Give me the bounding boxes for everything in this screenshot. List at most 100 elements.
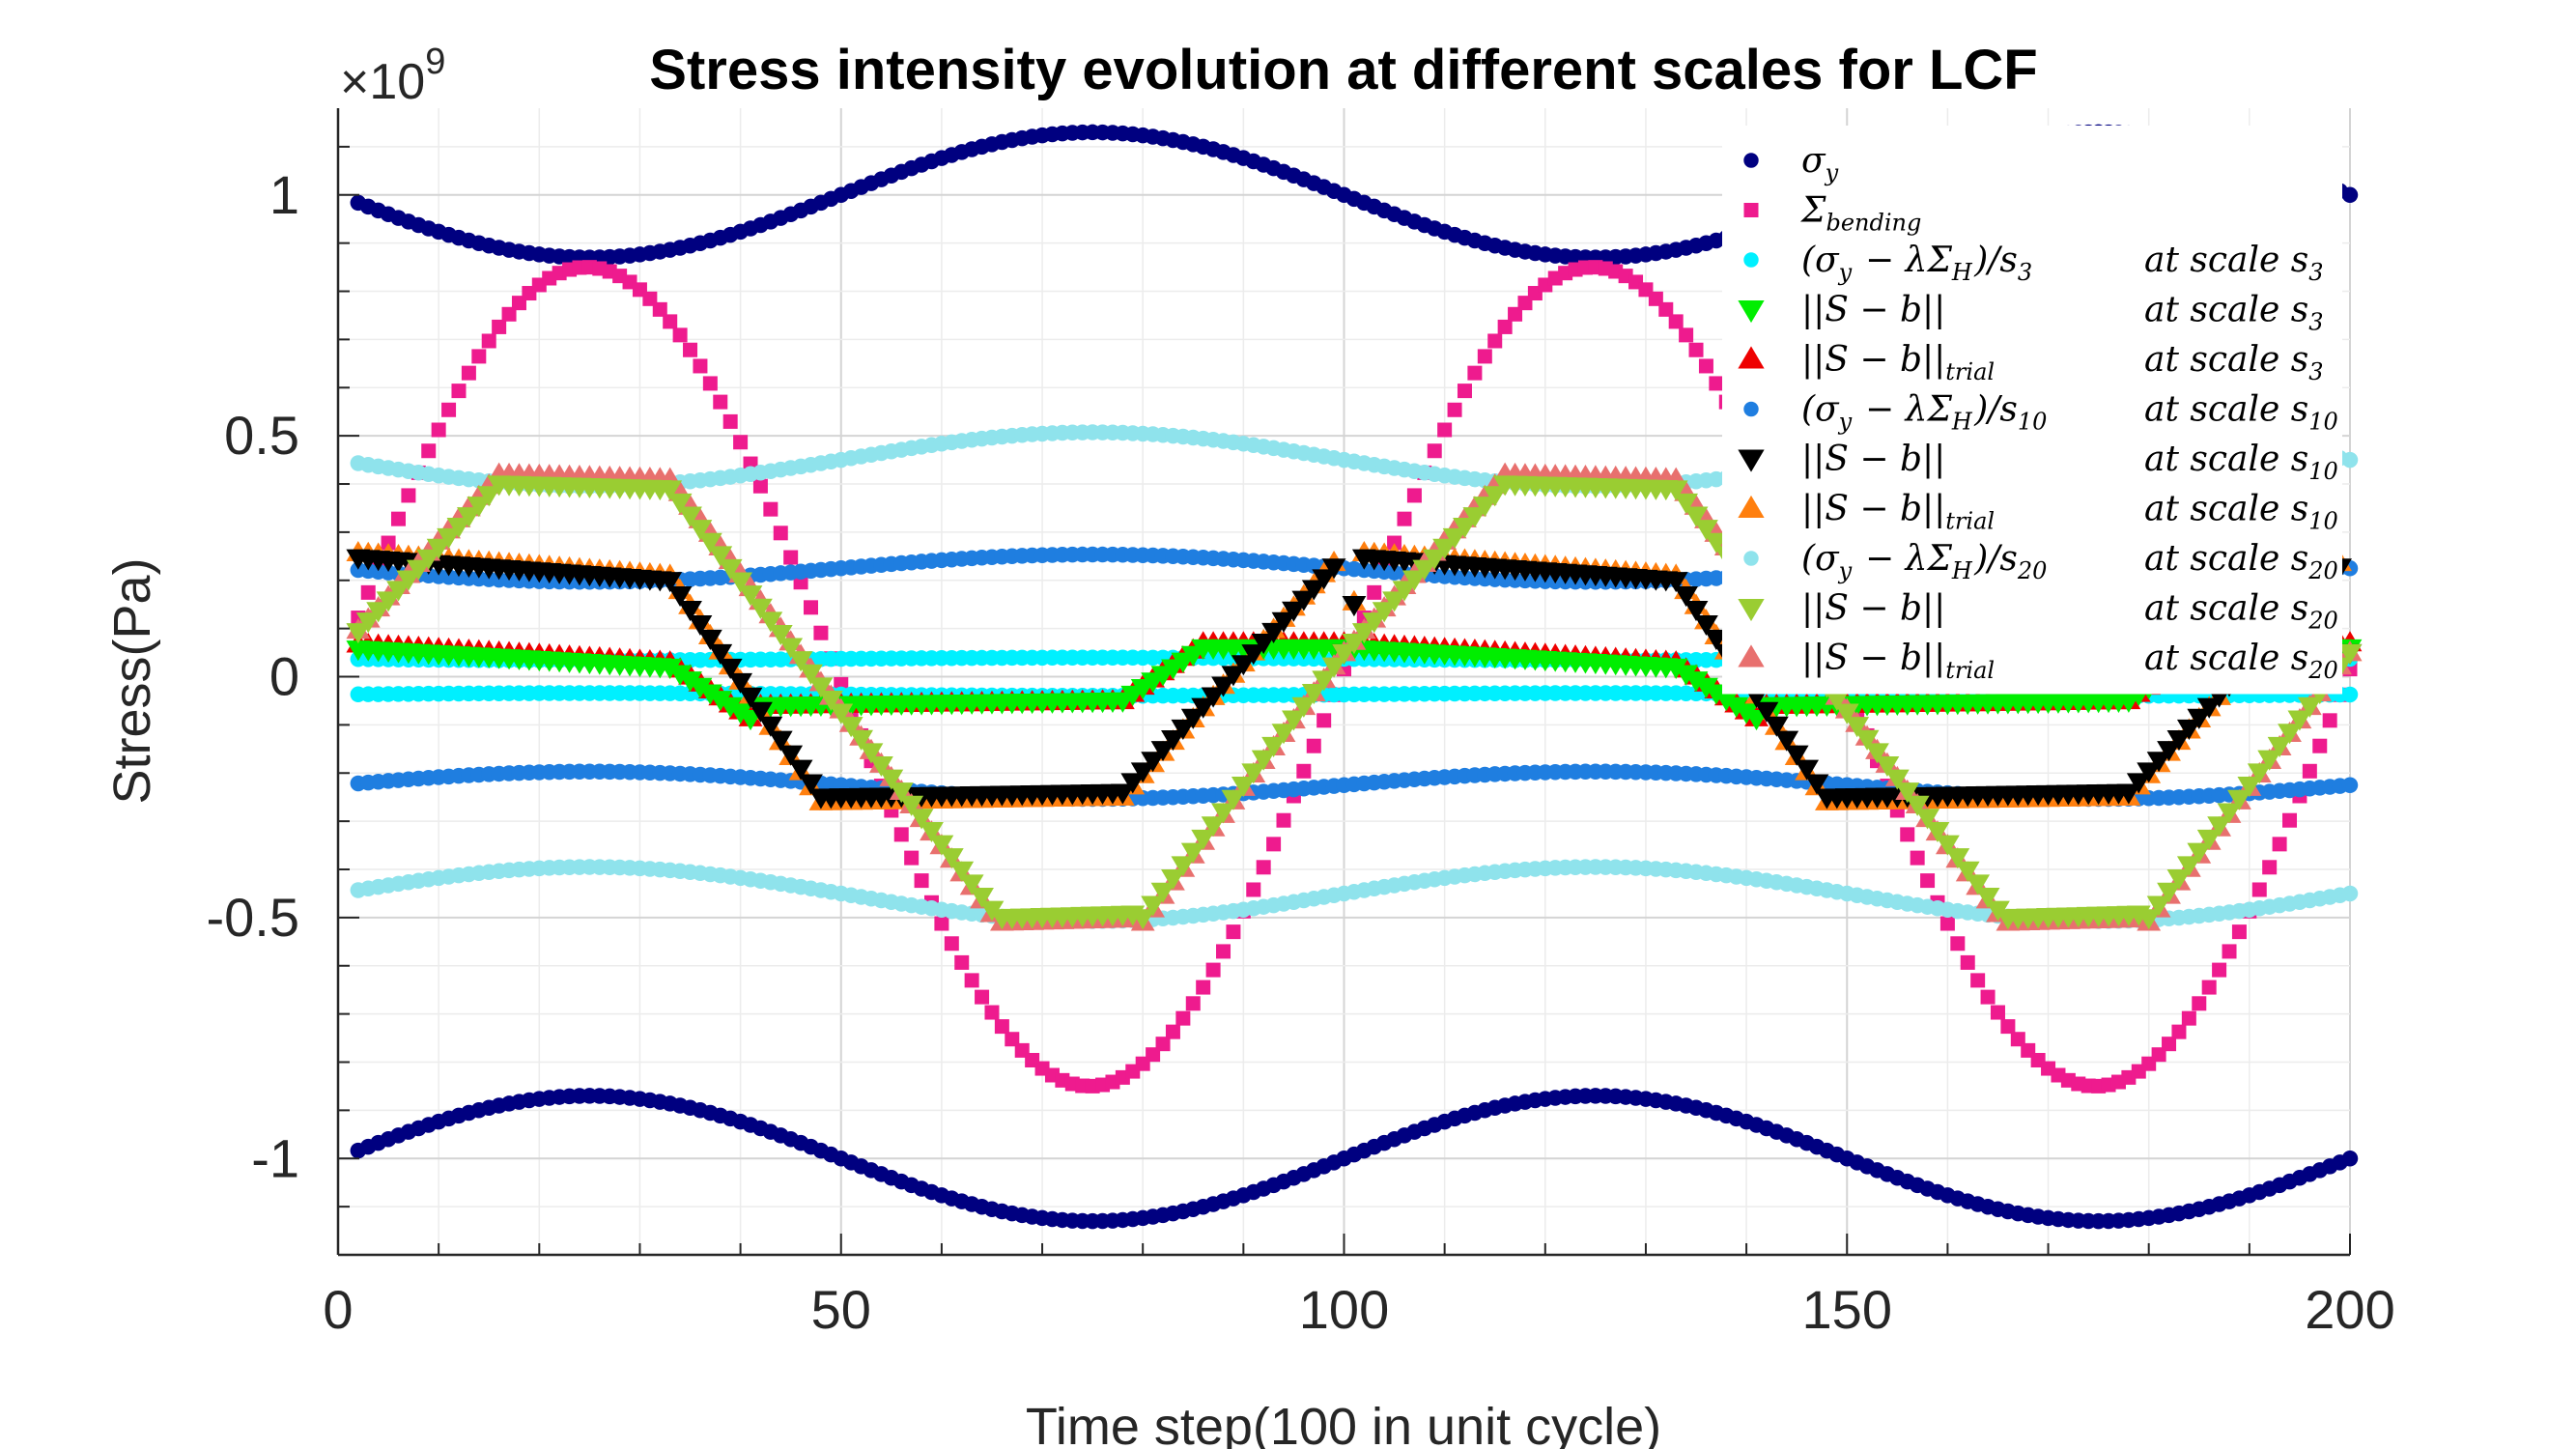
legend-scale-label: at scale s3	[2144, 241, 2324, 286]
data-point	[1342, 633, 1367, 655]
data-point	[749, 598, 773, 619]
data-point	[768, 624, 793, 646]
legend-label: Σbending	[1799, 191, 1924, 237]
data-point	[728, 572, 752, 593]
data-point	[1679, 327, 1694, 343]
data-point	[697, 532, 722, 554]
data-point	[1141, 895, 1166, 917]
data-point	[970, 887, 994, 909]
y-axis-title: Stress(Pa)	[103, 557, 161, 804]
legend-label: (σy − λΣH )/s20	[1801, 539, 2050, 584]
data-point	[1241, 763, 1266, 784]
data-point	[1155, 1037, 1171, 1052]
data-point	[1915, 809, 1939, 830]
data-point	[1467, 365, 1483, 381]
data-point	[416, 549, 441, 570]
data-point	[688, 614, 713, 637]
data-point	[376, 591, 401, 612]
data-point	[1663, 480, 1688, 501]
data-point	[1925, 821, 1950, 843]
x-tick-label: 50	[811, 1279, 871, 1340]
data-point	[904, 850, 920, 866]
data-point	[2181, 1010, 2196, 1026]
data-point	[1980, 989, 1996, 1005]
data-point	[1975, 887, 2000, 909]
legend-scale-label: at scale s20	[2144, 539, 2338, 584]
data-point	[1970, 973, 1986, 988]
data-point	[829, 703, 854, 724]
legend-marker	[1743, 401, 1759, 417]
data-point	[1392, 581, 1417, 602]
data-point	[386, 581, 410, 602]
data-point	[1698, 358, 1713, 374]
legend-marker	[1743, 203, 1759, 217]
data-point	[1110, 783, 1135, 805]
axes: 0 50 100 150 200 -1 -0.5 0 0.5 1	[207, 108, 2395, 1340]
data-point	[1150, 741, 1175, 762]
data-point	[1684, 506, 1709, 527]
data-point	[1316, 713, 1332, 728]
data-point	[481, 333, 496, 349]
data-point	[456, 507, 481, 528]
data-point	[461, 365, 476, 381]
legend-scale-label: at scale s10	[2144, 490, 2338, 535]
data-point	[2278, 724, 2302, 745]
data-point	[954, 954, 970, 970]
data-point	[406, 559, 431, 581]
data-point	[2157, 882, 2181, 903]
legend-marker	[1738, 495, 1765, 519]
data-point	[451, 384, 467, 399]
data-point	[2146, 895, 2171, 917]
data-point	[752, 478, 768, 494]
x-tick-label: 0	[323, 1279, 353, 1340]
data-point	[1271, 724, 1296, 745]
data-point	[893, 827, 909, 842]
data-point	[2171, 1024, 2187, 1039]
data-point	[667, 493, 693, 515]
data-point	[758, 611, 783, 633]
data-point	[1754, 701, 1779, 723]
data-point	[1201, 687, 1226, 708]
data-point	[1955, 861, 1980, 882]
data-point	[1834, 703, 1859, 724]
data-point	[697, 684, 722, 705]
data-point	[768, 730, 793, 752]
data-point	[1211, 803, 1235, 824]
data-point	[1900, 827, 1915, 842]
data-point	[2222, 944, 2237, 959]
data-point	[2297, 696, 2322, 718]
data-point	[838, 717, 863, 738]
data-point	[2166, 729, 2192, 752]
data-point	[2137, 762, 2162, 783]
data-point	[1221, 789, 1246, 810]
data-point	[1764, 716, 1789, 737]
data-point	[658, 480, 683, 501]
data-point	[1185, 996, 1201, 1011]
data-point	[697, 629, 722, 651]
legend-marker	[1738, 644, 1765, 668]
data-point	[1694, 614, 1718, 637]
data-point	[658, 658, 683, 679]
data-point	[1713, 691, 1739, 712]
data-point	[1936, 835, 1960, 856]
data-point	[667, 665, 693, 686]
data-point	[678, 671, 702, 693]
data-point	[1332, 643, 1356, 665]
data-point	[929, 835, 954, 856]
data-point	[1251, 634, 1276, 655]
data-point	[749, 701, 773, 723]
data-point	[1447, 402, 1462, 417]
data-point	[1362, 612, 1387, 634]
y-axis-exponent: ×109	[340, 42, 445, 110]
data-point	[1960, 954, 1975, 970]
data-point	[1180, 842, 1205, 864]
x-tick-label: 200	[2305, 1279, 2394, 1340]
data-point	[994, 1019, 1009, 1035]
data-point	[678, 506, 702, 527]
data-point	[1282, 601, 1306, 622]
data-point	[441, 402, 457, 417]
legend-marker	[1743, 153, 1759, 168]
legend-label: ||S − b||	[1801, 589, 1945, 629]
data-point	[984, 1005, 1000, 1020]
data-point	[1674, 586, 1699, 608]
